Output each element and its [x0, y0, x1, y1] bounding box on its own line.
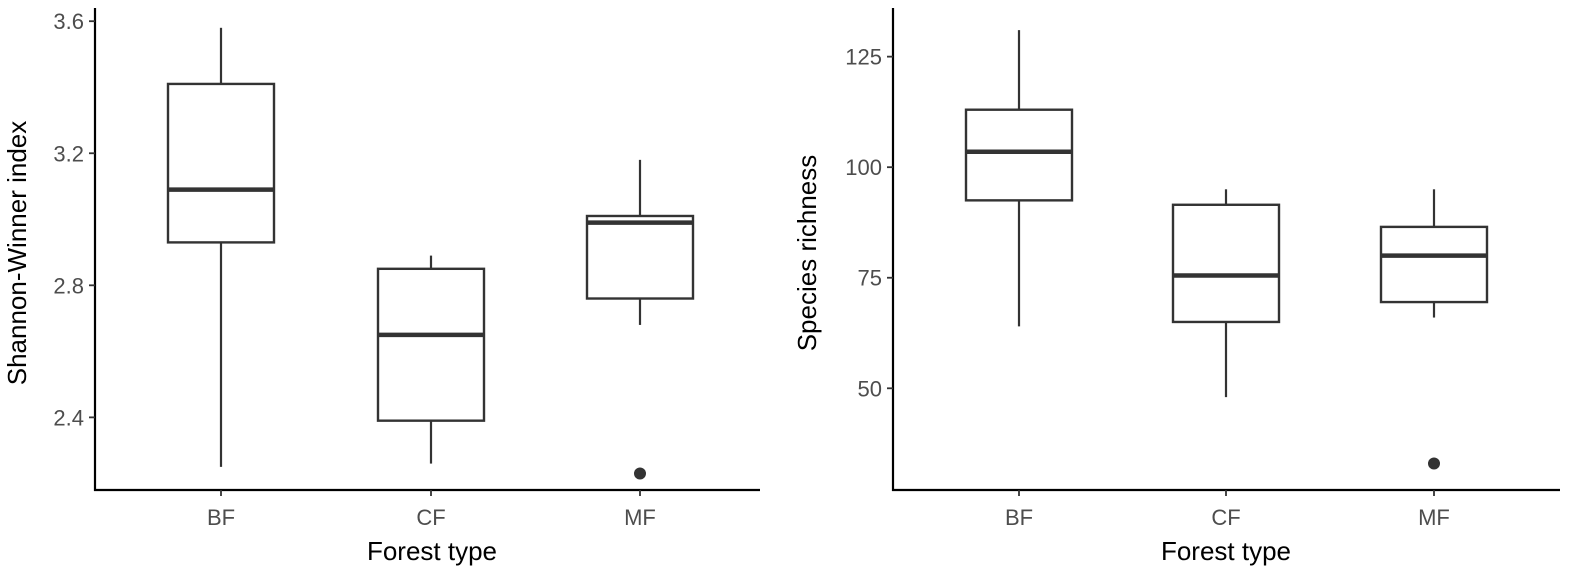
box-bf [964, 30, 1074, 327]
y-tick-label: 100 [845, 155, 882, 180]
outlier-point [1428, 457, 1440, 470]
y-axis-title: Shannon-Winner index [2, 121, 32, 386]
x-axis-title: Forest type [1161, 536, 1291, 566]
box-mf [585, 159, 695, 480]
box-bf [166, 27, 276, 467]
box-cf [1171, 189, 1281, 398]
panel-1: 2.4 2.8 3.2 3.6 BF CF MF Forest type Shannon-Win… [2, 8, 760, 566]
x-tick-label: BF [207, 505, 235, 530]
y-tick-label: 50 [858, 376, 882, 401]
y-tick-label: 75 [858, 266, 882, 291]
box-cf [376, 255, 486, 464]
y-tick-label: 2.4 [53, 405, 84, 430]
panel-2: 50 75 100 125 BF CF MF Forest type Species richn… [792, 8, 1560, 566]
box-iqr [166, 82, 276, 244]
x-tick-label: MF [624, 505, 656, 530]
x-tick-label: MF [1418, 505, 1450, 530]
y-axis-title: Species richness [792, 155, 822, 352]
box-iqr [1171, 203, 1281, 324]
box-iqr [964, 108, 1074, 202]
outlier-point [634, 467, 646, 480]
x-tick-label: BF [1005, 505, 1033, 530]
x-tick-label: CF [1211, 505, 1240, 530]
y-tick-label: 2.8 [53, 273, 84, 298]
x-axis-title: Forest type [367, 536, 497, 566]
box-iqr [376, 267, 486, 422]
box-mf [1379, 189, 1489, 470]
y-tick-label: 3.6 [53, 9, 84, 34]
box-iqr [1379, 225, 1489, 304]
y-tick-label: 125 [845, 45, 882, 70]
x-tick-label: CF [416, 505, 445, 530]
box-iqr [585, 214, 695, 300]
y-tick-label: 3.2 [53, 141, 84, 166]
